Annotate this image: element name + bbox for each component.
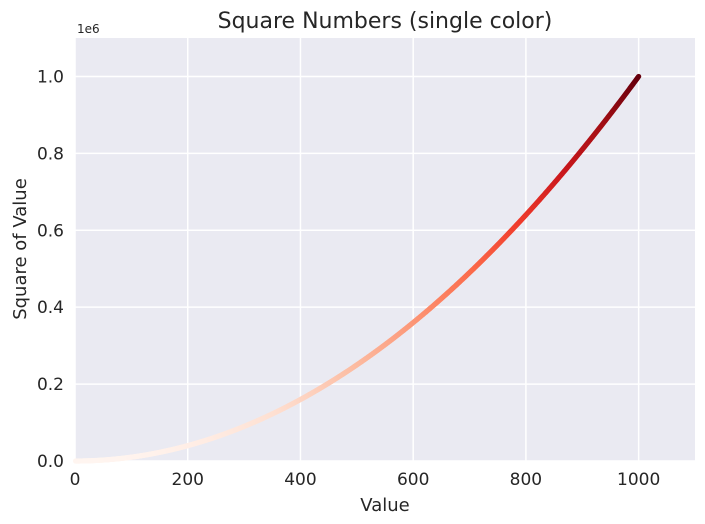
y-tick-label: 0.0: [37, 452, 64, 472]
x-tick-label: 0: [70, 470, 81, 490]
grid-lines: [74, 38, 695, 462]
y-tick-label: 0.4: [37, 298, 64, 318]
y-tick-label: 0.6: [37, 221, 64, 241]
y-tick-label: 1.0: [37, 67, 64, 87]
data-points: [72, 73, 642, 464]
x-tick-label: 600: [397, 470, 429, 490]
plot-background: [75, 38, 695, 461]
x-tick-label: 1000: [617, 470, 660, 490]
data-point: [636, 73, 642, 80]
x-tick-label: 800: [510, 470, 542, 490]
y-tick-label: 0.8: [37, 144, 64, 164]
x-tick-label: 400: [284, 470, 316, 490]
x-tick-labels: 0 200 400 600 800 1000: [70, 470, 661, 490]
y-axis-label: Square of Value: [10, 178, 31, 320]
y-tick-label: 0.2: [37, 375, 64, 395]
x-axis-label: Value: [360, 495, 409, 516]
y-tick-labels: 0.0 0.2 0.4 0.6 0.8 1.0: [37, 67, 64, 472]
chart-title: Square Numbers (single color): [218, 9, 553, 34]
x-tick-label: 200: [172, 470, 204, 490]
y-offset-label: 1e6: [77, 22, 100, 36]
